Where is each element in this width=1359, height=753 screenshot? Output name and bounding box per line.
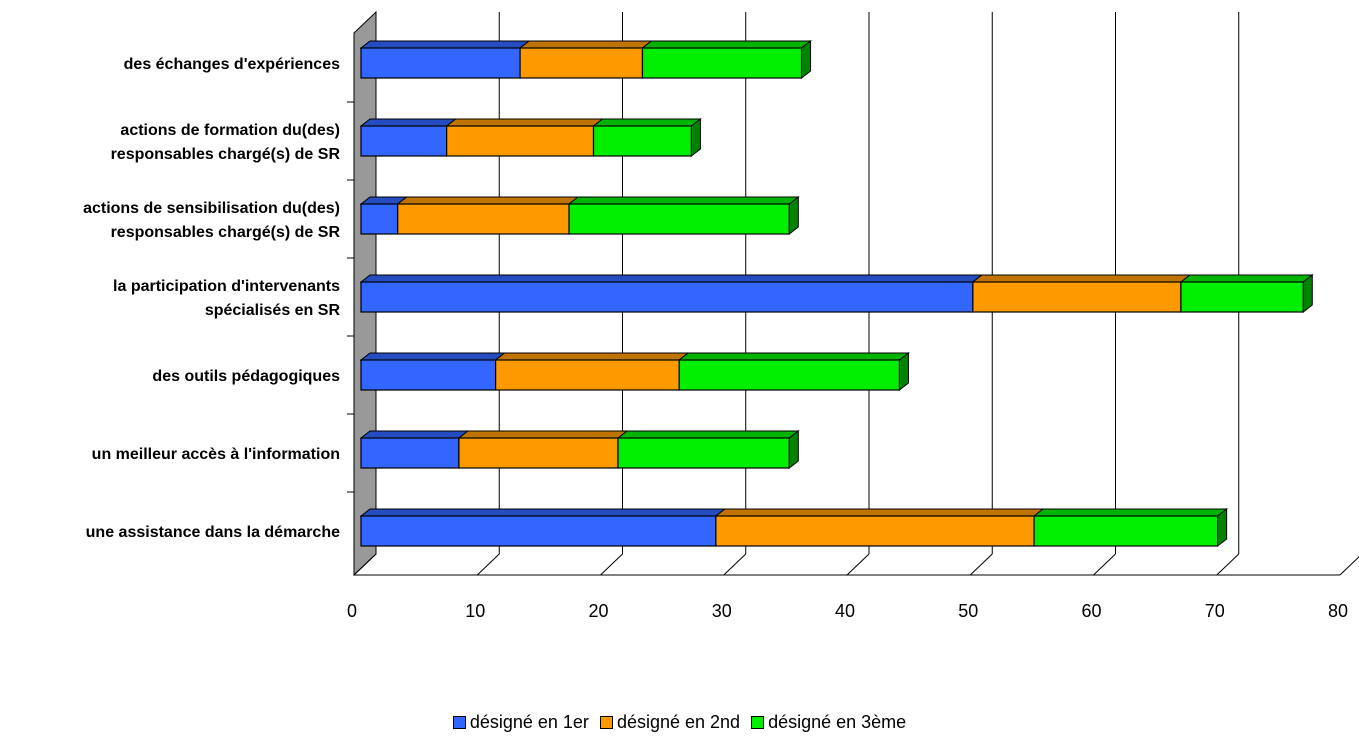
bar-side-face [690,117,701,158]
category-label: la participation d'intervenants [113,278,340,295]
bar-segment [678,359,901,391]
legend-swatch-2 [599,716,613,729]
x-tick-label: 60 [1081,601,1101,621]
bar-top-face [457,430,629,439]
floor-gridline [1216,553,1240,576]
bar-side-face [1302,273,1313,314]
bar-top-face [359,352,507,361]
bar-segment [495,359,680,391]
bar-segment [715,515,1035,547]
category-label: des outils pédagogiques [152,368,340,385]
bar-segment [360,359,497,391]
legend-label-1: désigné en 1er [469,712,589,732]
bar-segment [1033,515,1219,547]
x-tick-labels: 0 10 20 30 40 50 60 70 80 [347,601,1348,621]
bar-side-face [788,429,799,470]
x-tick-label: 10 [465,601,485,621]
legend-item-3: désigné en 3ème [751,712,906,733]
x-tick-label: 0 [347,601,357,621]
bar-segment [1180,281,1304,313]
bar-segment [360,203,399,235]
bar-top-face [1179,274,1314,283]
bar-segment [360,515,717,547]
bar-top-face [1032,508,1229,517]
bar-segment [592,125,693,157]
bar-segment [446,125,595,157]
bar-side-face [898,351,909,392]
floor-gridline [353,553,377,576]
bar-top-face [396,196,580,205]
floor-gridline [723,553,747,576]
category-label: actions de sensibilisation du(des) [83,200,340,217]
bar-top-face [445,118,604,127]
bar-top-face [714,508,1045,517]
floor-gridline [600,553,623,576]
bar-top-face [518,40,653,49]
bar-top-face [359,508,727,517]
legend-label-3: désigné en 3ème [768,712,907,732]
bar-segment [360,281,974,313]
bar-side-face [788,195,799,236]
legend-swatch-3 [751,716,765,729]
bar-segment [519,47,644,79]
legend: désigné en 1er désigné en 2nd désigné en… [0,712,1359,734]
bar-segment [397,203,570,235]
bar-top-face [359,274,984,283]
bar-top-face [971,274,1192,283]
category-label: une assistance dans la démarche [86,524,340,541]
bar-top-face [641,40,813,49]
bar-top-face [592,118,702,127]
floor-gridline [476,553,500,576]
floor-gridline [1093,553,1116,576]
category-label: responsables chargé(s) de SR [111,224,341,241]
bar-segment [360,125,448,157]
x-tick-label: 30 [712,601,732,621]
bar-top-face [567,196,800,205]
x-tick-label: 70 [1205,601,1225,621]
bar-segment [360,437,460,469]
floor-gridline [969,553,993,576]
bar-side-face [801,39,812,80]
bar-top-face [359,430,470,439]
bar-top-face [359,118,458,127]
bar-top-face [494,352,690,361]
bar-segment [641,47,803,79]
x-tick-label: 80 [1328,601,1348,621]
floor-gridline [1339,556,1359,576]
legend-swatch-1 [452,716,466,729]
category-label: un meilleur accès à l'information [92,446,340,463]
bar-side-face [1217,507,1228,548]
bar-segment [360,47,521,79]
legend-item-1: désigné en 1er [452,712,589,733]
category-label: spécialisés en SR [205,302,341,319]
bar-segment [972,281,1182,313]
x-tick-label: 50 [958,601,978,621]
category-label: actions de formation du(des) [120,122,340,139]
bars [359,39,1314,548]
legend-item-2: désigné en 2nd [599,712,741,733]
category-labels: des échanges d'expériences actions de for… [83,56,340,541]
bar-segment [458,437,619,469]
bar-segment [568,203,790,235]
category-label: des échanges d'expériences [124,56,340,73]
bar-top-face [616,430,800,439]
legend-label-2: désigné en 2nd [616,712,741,732]
stacked-bar-chart: des échanges d'expériences actions de for… [83,10,1359,621]
bar-top-face [677,352,910,361]
x-tick-label: 20 [588,601,608,621]
floor-gridline [846,553,870,576]
bar-top-face [359,40,531,49]
category-label: responsables chargé(s) de SR [111,146,341,163]
bar-segment [617,437,790,469]
x-tick-label: 40 [835,601,855,621]
